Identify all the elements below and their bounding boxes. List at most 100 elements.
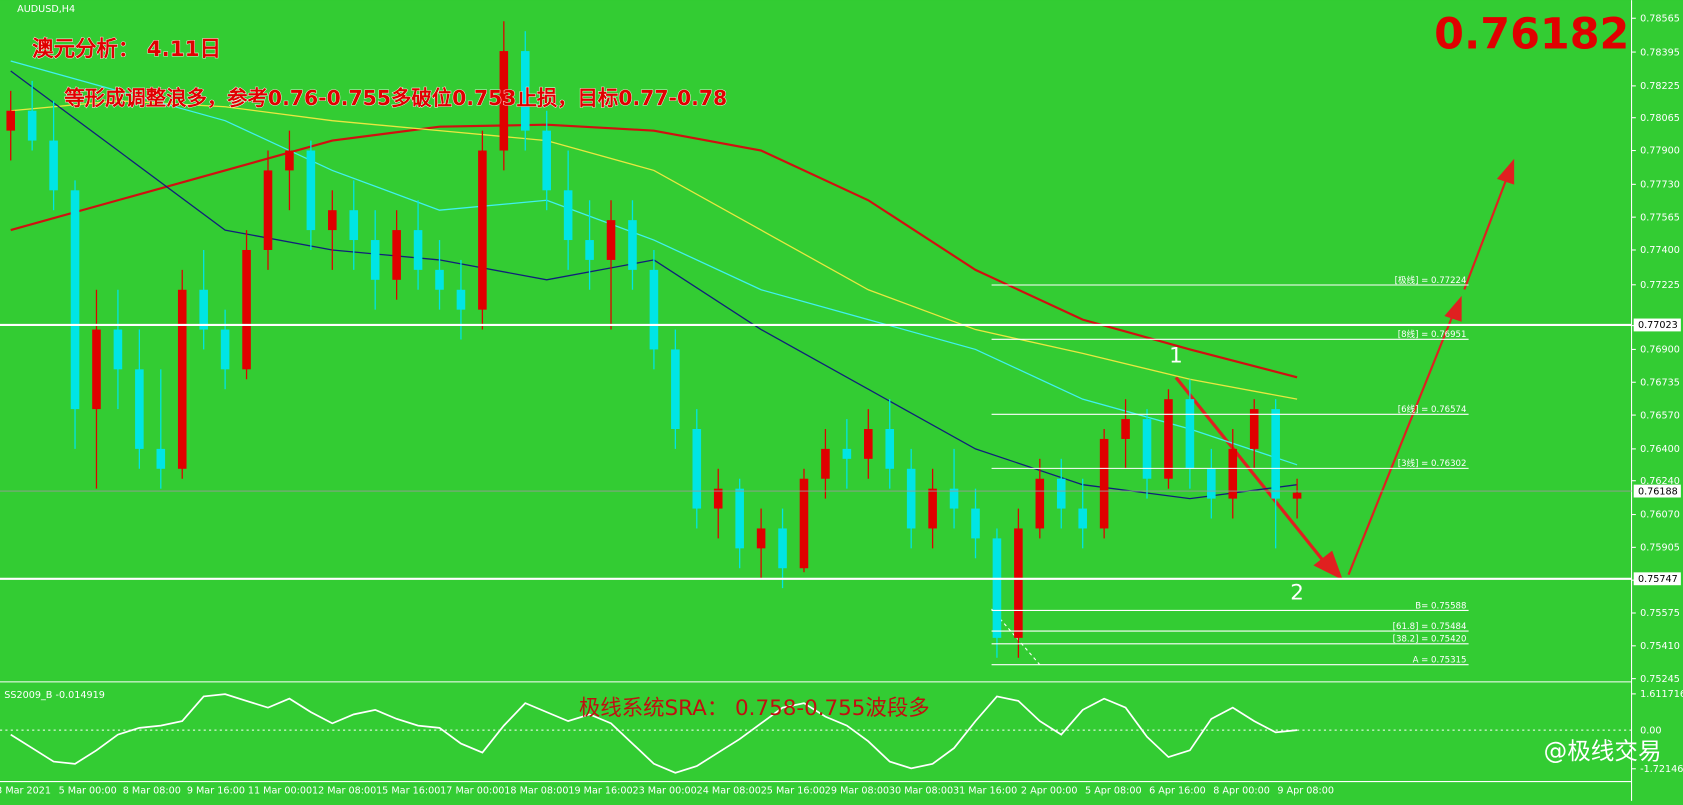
candle-body: [199, 289, 208, 330]
x-tick-label: 6 Apr 16:00: [1149, 785, 1206, 796]
candle-body: [435, 269, 444, 290]
current-price-label: 0.76188: [1638, 486, 1678, 497]
candle-body: [306, 150, 316, 231]
x-tick-label: 5 Apr 08:00: [1085, 785, 1142, 796]
candle-body: [971, 508, 980, 539]
candle-body: [370, 240, 380, 280]
osc-name: SS2009_B -0.014919: [4, 690, 105, 701]
candle-body: [1121, 419, 1130, 439]
x-tick-label: 29 Mar 08:00: [825, 785, 889, 796]
price-label: 0.77023: [1638, 320, 1678, 331]
candle-body: [1207, 468, 1216, 499]
candle-body: [392, 230, 401, 280]
candle-body: [1099, 438, 1109, 529]
candle-body: [1056, 478, 1066, 509]
candle-body: [349, 210, 359, 241]
candle-body: [563, 190, 573, 241]
candle-body: [949, 488, 959, 509]
y-tick-label: 0.78565: [1640, 13, 1680, 24]
x-tick-label: 11 Mar 00:00: [248, 785, 312, 796]
candle-body: [156, 448, 166, 469]
y-tick-label: 0.75410: [1640, 641, 1680, 652]
y-tick-label: 0.76900: [1640, 345, 1680, 356]
candle-body: [413, 230, 423, 270]
x-tick-label: 18 Mar 08:00: [504, 785, 568, 796]
candle-body: [1249, 409, 1259, 449]
candle-body: [1078, 508, 1087, 529]
level-label: [3线] = 0.76302: [1398, 457, 1467, 469]
candle-body: [649, 269, 659, 350]
y-tick-label: 0.77730: [1640, 180, 1680, 191]
candle-body: [713, 488, 723, 509]
candle-body: [1185, 399, 1195, 469]
candle-body: [499, 51, 509, 151]
y-tick-label: 0.76400: [1640, 444, 1680, 455]
candle-body: [1142, 419, 1152, 479]
candle-body: [906, 468, 916, 529]
candle-body: [885, 429, 895, 469]
candle-body: [606, 220, 616, 260]
big-price: 0.76182: [1434, 9, 1629, 59]
wave-label: 2: [1290, 580, 1304, 605]
subtitle: 等形成调整浪多，参考0.76-0.755多破位0.753止损，目标0.77-0.…: [64, 86, 727, 110]
moving-average: [10, 60, 1298, 466]
candle-body: [520, 51, 530, 131]
candle-body: [285, 150, 294, 171]
candle-body: [263, 170, 273, 250]
y-tick-label: 0.78225: [1640, 81, 1680, 92]
candle-body: [628, 220, 637, 270]
x-tick-label: 30 Mar 08:00: [889, 785, 953, 796]
price-label-box: [1633, 484, 1681, 498]
y-tick-label: 0.77900: [1640, 146, 1680, 157]
candle-body: [242, 249, 251, 370]
y-tick-label: 0.75245: [1640, 674, 1680, 685]
candle-body: [928, 488, 937, 529]
candle-body: [821, 448, 830, 479]
candle-body: [177, 289, 187, 469]
candle-body: [220, 329, 230, 370]
candle-body: [478, 150, 487, 310]
y-tick-label: 0.77400: [1640, 245, 1680, 256]
y-tick-label: 0.76735: [1640, 377, 1680, 388]
osc-annotation: 极线系统SRA： 0.758-0.755波段多: [579, 696, 930, 721]
candle-body: [1035, 478, 1045, 529]
x-tick-label: 8 Mar 08:00: [123, 785, 181, 796]
x-tick-label: 17 Mar 00:00: [440, 785, 504, 796]
arrow: [1347, 312, 1455, 576]
candle-body: [328, 210, 337, 231]
candle-body: [756, 528, 766, 549]
y-tick-label: 0.77225: [1640, 280, 1680, 291]
candle-body: [671, 349, 680, 430]
moving-average: [10, 123, 1298, 379]
candle-body: [1228, 448, 1238, 499]
y-tick-label: 0.76070: [1640, 510, 1680, 521]
candle-body: [585, 240, 594, 260]
moving-average: [10, 100, 1298, 400]
x-tick-label: 9 Apr 08:00: [1277, 785, 1334, 796]
oscillator-line: [10, 693, 1298, 774]
y-tick-label: 0.75905: [1640, 543, 1680, 554]
candle-body: [799, 478, 809, 569]
candle-body: [135, 369, 144, 449]
x-tick-label: 15 Mar 16:00: [376, 785, 440, 796]
level-label: [61.8] = 0.75484: [1393, 622, 1467, 632]
osc-tick-label: -1.721466: [1640, 764, 1683, 775]
x-tick-label: 24 Mar 08:00: [697, 785, 761, 796]
y-tick-label: 0.76570: [1640, 410, 1680, 421]
x-tick-label: 23 Mar 00:00: [632, 785, 696, 796]
price-label: 0.75747: [1638, 574, 1678, 585]
candle-body: [542, 130, 551, 191]
osc-tick-label: 1.611716: [1640, 689, 1683, 700]
candle-body: [6, 110, 16, 131]
x-tick-label: 19 Mar 16:00: [568, 785, 632, 796]
y-tick-label: 0.76240: [1640, 476, 1680, 487]
title: 澳元分析： 4.11日: [32, 36, 221, 62]
candle-body: [992, 538, 1002, 638]
y-tick-label: 0.78065: [1640, 113, 1680, 124]
arrow-head: [1496, 158, 1515, 185]
x-tick-label: 5 Mar 00:00: [59, 785, 117, 796]
candle-body: [92, 329, 101, 410]
candle-body: [113, 329, 123, 370]
